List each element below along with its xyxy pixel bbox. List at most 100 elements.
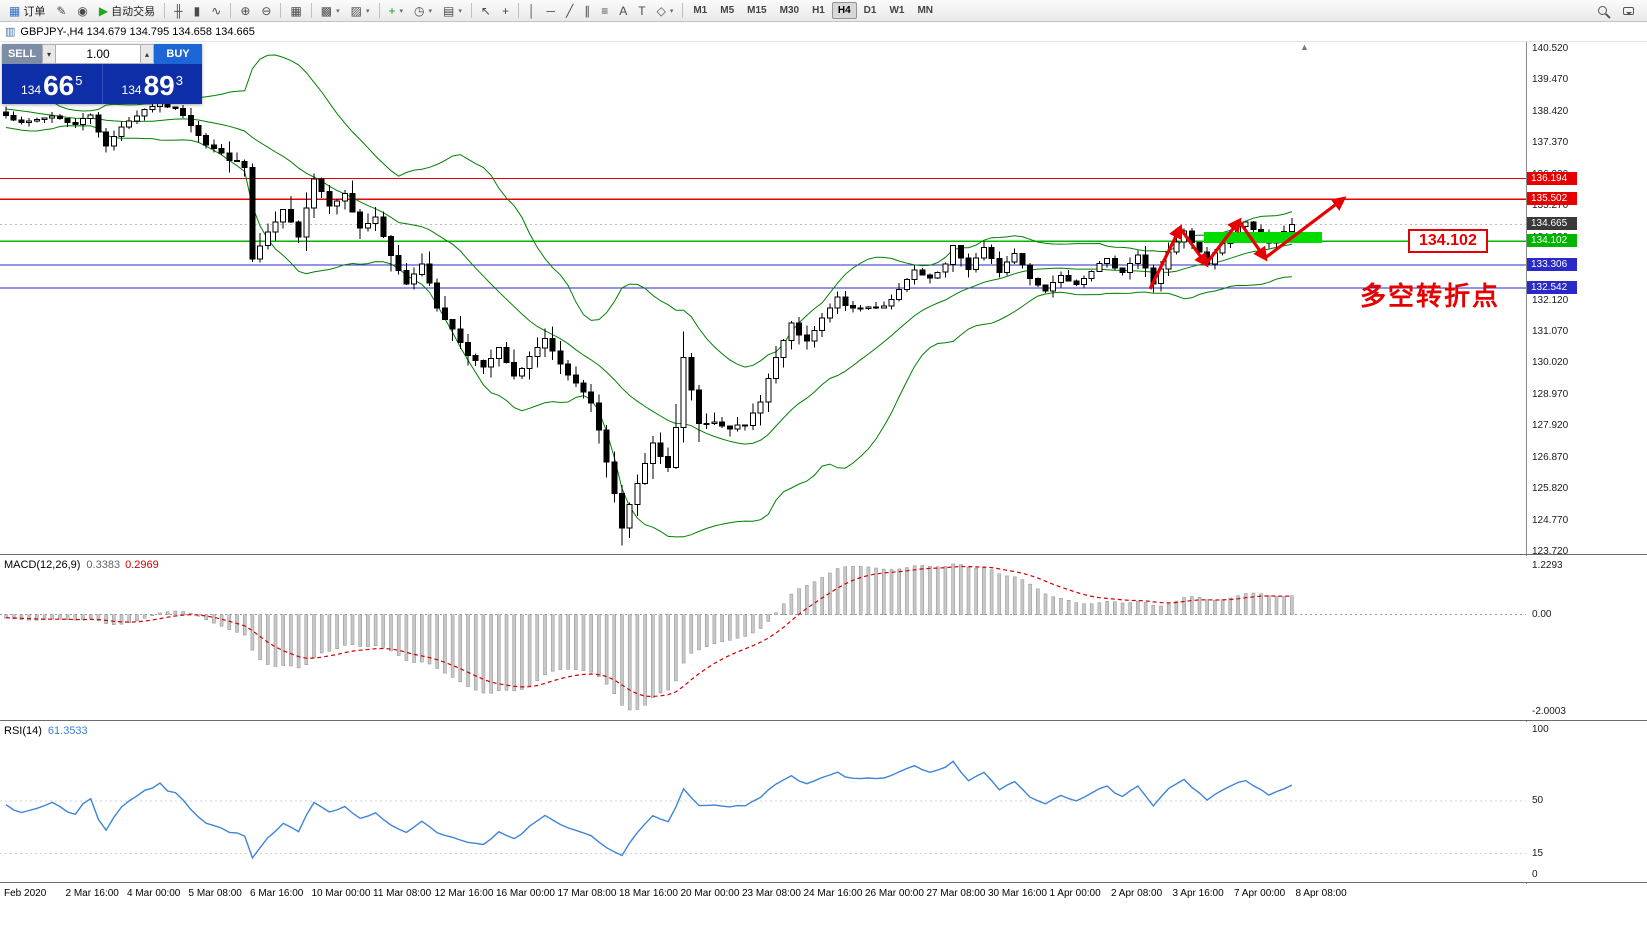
timeframe-mn-button[interactable]: MN xyxy=(917,5,934,16)
time-axis-label: 2 Mar 16:00 xyxy=(65,888,119,899)
price-axis[interactable]: 140.520139.470138.420137.370136.320135.2… xyxy=(1527,42,1647,557)
panel-separator[interactable] xyxy=(0,554,1647,555)
macd-indicator-panel[interactable]: MACD(12,26,9) 0.3383 0.2969 1.2293 0.00 -2.0… xyxy=(0,556,1647,720)
candlestick-chart-icon[interactable]: ▮ xyxy=(189,1,206,20)
timeframe-m5-button[interactable]: M5 xyxy=(720,5,735,16)
zoom-out-icon[interactable]: ⊖ xyxy=(256,1,276,20)
label-icon[interactable]: T xyxy=(633,1,650,20)
volume-increase-button[interactable]: ▴ xyxy=(140,44,154,64)
buy-price-display[interactable]: 134 89 3 xyxy=(101,64,203,104)
vertical-line-icon[interactable]: │ xyxy=(523,1,541,20)
shapes-icon[interactable]: ◇ ▾ xyxy=(652,1,679,20)
chart-symbol-icon: ▥ xyxy=(5,26,16,38)
sell-price-prefix: 134 xyxy=(21,83,42,97)
profiles-icon[interactable]: ▨ ▾ xyxy=(346,1,375,20)
new-order-button[interactable]: ▦ 订单 xyxy=(4,1,50,20)
turning-point-annotation-text[interactable]: 多空转折点 xyxy=(1360,281,1501,311)
new-order-button-label: 订单 xyxy=(23,5,46,18)
time-axis-label: 3 Apr 16:00 xyxy=(1172,888,1224,899)
metaeditor-icon: ✎ xyxy=(56,3,67,18)
sell-price-display[interactable]: 134 66 5 xyxy=(2,64,102,104)
price-axis-label: 139.470 xyxy=(1532,74,1569,86)
panel-separator[interactable] xyxy=(0,882,1647,883)
new-chart-icon[interactable]: ▩ ▾ xyxy=(316,1,345,20)
chart-title-ohlc: GBPJPY-,H4 134.679 134.795 134.658 134.6… xyxy=(20,25,255,38)
price-axis-label: 135.270 xyxy=(1532,200,1569,212)
fibonacci-icon[interactable]: ≡ xyxy=(596,1,613,20)
macd-label: MACD(12,26,9) 0.3383 0.2969 xyxy=(4,559,159,571)
rsi-indicator-panel[interactable]: RSI(14) 61.3533 100 50 15 0 xyxy=(0,722,1647,882)
templates-icon: ▤ xyxy=(443,3,455,18)
timeframe-h4-button[interactable]: H4 xyxy=(831,2,857,19)
dropdown-caret-icon: ▾ xyxy=(336,7,340,15)
market-watch-icon[interactable]: ◉ xyxy=(72,1,92,20)
trendline-icon[interactable]: ╱ xyxy=(561,1,578,20)
volume-decrease-button[interactable]: ▾ xyxy=(42,44,56,64)
time-axis-label: 27 Mar 08:00 xyxy=(926,888,986,899)
metaeditor-icon[interactable]: ✎ xyxy=(51,1,71,20)
time-axis-label: 2 Apr 08:00 xyxy=(1111,888,1163,899)
timeframe-d1-button[interactable]: D1 xyxy=(863,5,877,16)
bar-chart-icon: ╫ xyxy=(174,3,183,18)
price-axis-label: 126.870 xyxy=(1532,451,1569,463)
main-price-chart[interactable]: SELL ▾ ▴ BUY 134 66 5 134 89 3 134.102 xyxy=(0,42,1647,554)
channel-icon[interactable]: ∥ xyxy=(579,1,595,20)
panel-separator[interactable] xyxy=(0,720,1647,721)
price-axis-label: 130.020 xyxy=(1532,357,1569,369)
time-axis[interactable]: Feb 2020 2 Mar 16:00 4 Mar 00:00 5 Mar 08:0… xyxy=(0,884,1647,904)
time-axis-label: 26 Mar 00:00 xyxy=(865,888,924,899)
chart-scroll-marker-icon[interactable]: ▲ xyxy=(1300,42,1309,52)
toolbar-separator xyxy=(280,3,282,18)
bid-price-tag: 134.665 xyxy=(1527,217,1577,231)
templates-icon[interactable]: ▤ ▾ xyxy=(438,1,467,20)
label-icon: T xyxy=(638,3,646,18)
resistance-line-tag: 136.194 xyxy=(1527,171,1577,185)
price-axis-label: 138.420 xyxy=(1532,105,1569,117)
indicators-icon: + xyxy=(388,3,396,18)
candlestick-chart-canvas[interactable] xyxy=(0,42,1526,554)
main-toolbar: ▦ 订单 ✎ ◉ ▶ 自动交易 ╫ ▮ ∿ ⊕ ⊖ ▦ ▩ ▾ ▨ ▾ + ▾ ◷ ▾ ▤ ▾ ↖ + │ ─ ╱ ∥ ≡ A T ◇ ▾ M1 M… xyxy=(0,0,1647,22)
order-grid-icon: ▦ xyxy=(9,3,21,18)
timeframe-w1-button[interactable]: W1 xyxy=(889,5,905,16)
horizontal-line-icon[interactable]: ─ xyxy=(541,1,560,20)
search-icon-button[interactable] xyxy=(1593,1,1612,20)
text-icon: A xyxy=(619,3,628,18)
chat-icon-button[interactable] xyxy=(1618,1,1639,20)
timeframe-h1-button[interactable]: H1 xyxy=(812,5,825,16)
timeframe-m15-button[interactable]: M15 xyxy=(747,5,767,16)
crosshair-icon[interactable]: + xyxy=(497,1,514,20)
buy-button[interactable]: BUY xyxy=(154,44,202,64)
cursor-icon[interactable]: ↖ xyxy=(476,1,496,20)
volume-input[interactable] xyxy=(56,44,140,64)
timeframe-m30-button[interactable]: M30 xyxy=(779,5,800,16)
support-line-tag: 134.102 xyxy=(1527,234,1577,248)
rsi-chart-canvas[interactable] xyxy=(0,722,1526,882)
tile-windows-icon[interactable]: ▦ xyxy=(285,1,306,20)
fibonacci-icon: ≡ xyxy=(601,3,609,18)
shapes-icon: ◇ xyxy=(656,3,666,18)
trade-panel-top-row: SELL ▾ ▴ BUY xyxy=(2,44,202,64)
rsi-value: 61.3533 xyxy=(47,725,88,737)
toolbar-separator xyxy=(230,3,232,18)
periods-icon[interactable]: ◷ ▾ xyxy=(409,1,437,20)
periods-icon: ◷ xyxy=(414,3,425,18)
autotrading-button-label: 自动交易 xyxy=(111,5,156,18)
price-axis-label: 127.920 xyxy=(1532,420,1569,432)
rsi-axis-label: 100 xyxy=(1532,724,1549,735)
zoom-in-icon[interactable]: ⊕ xyxy=(235,1,255,20)
bar-chart-icon[interactable]: ╫ xyxy=(169,1,188,20)
line-chart-icon[interactable]: ∿ xyxy=(206,1,226,20)
play-icon: ▶ xyxy=(98,3,109,18)
time-axis-label: 24 Mar 16:00 xyxy=(803,888,863,899)
autotrading-button[interactable]: ▶ 自动交易 xyxy=(94,1,160,20)
dropdown-caret-icon: ▾ xyxy=(428,7,433,15)
time-axis-label: 7 Apr 00:00 xyxy=(1234,888,1286,899)
price-axis-label: 132.120 xyxy=(1532,294,1569,306)
price-level-annotation-box[interactable]: 134.102 xyxy=(1408,229,1488,253)
sell-button[interactable]: SELL xyxy=(2,44,42,64)
price-axis-label: 137.370 xyxy=(1532,137,1569,149)
text-icon[interactable]: A xyxy=(614,1,632,20)
indicators-icon[interactable]: + ▾ xyxy=(384,1,409,20)
timeframe-m1-button[interactable]: M1 xyxy=(693,5,708,16)
macd-chart-canvas[interactable] xyxy=(0,556,1526,720)
